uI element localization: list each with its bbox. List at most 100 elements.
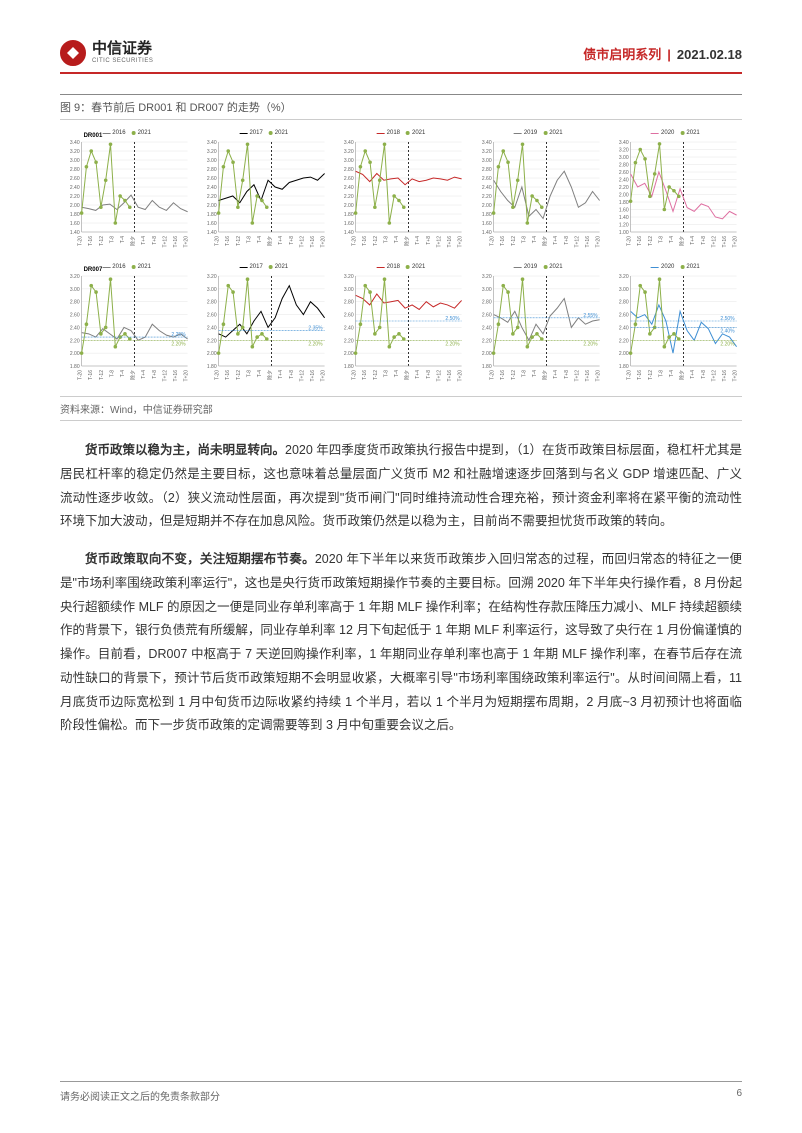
para2-text: 2020 年下半年以来货币政策步入回归常态的过程，而回归常态的特征之一便是"市场… [60, 552, 742, 732]
logo: 中信证券 CITIC SECURITIES [60, 40, 153, 66]
svg-text:除夕: 除夕 [678, 370, 685, 380]
svg-text:3.00: 3.00 [619, 287, 629, 293]
svg-text:2.20: 2.20 [619, 185, 629, 191]
svg-text:T+16: T+16 [310, 236, 316, 248]
svg-text:T-16: T-16 [88, 236, 94, 246]
svg-text:2.80: 2.80 [70, 167, 80, 173]
svg-text:1.00: 1.00 [619, 230, 629, 236]
mini-chart: 2018 2021 1.401.601.802.002.202.402.602.… [334, 128, 467, 254]
svg-text:T+16: T+16 [722, 236, 728, 248]
svg-text:T-12: T-12 [648, 236, 654, 246]
charts-container: 2016 2021 1.401.601.802.002.202.402.602.… [60, 120, 742, 396]
svg-text:3.20: 3.20 [344, 149, 354, 155]
svg-text:T+8: T+8 [289, 370, 295, 379]
svg-text:T-4: T-4 [532, 236, 538, 243]
svg-text:3.20: 3.20 [207, 274, 217, 280]
svg-text:2.40: 2.40 [207, 325, 217, 331]
svg-text:T-8: T-8 [658, 236, 664, 243]
svg-text:2.00: 2.00 [207, 351, 217, 357]
svg-text:T+4: T+4 [278, 370, 284, 379]
svg-text:3.20: 3.20 [207, 149, 217, 155]
svg-text:T-8: T-8 [109, 370, 115, 377]
svg-text:T-4: T-4 [257, 236, 263, 243]
svg-text:T-16: T-16 [500, 370, 506, 380]
svg-text:3.00: 3.00 [207, 158, 217, 164]
svg-text:T+20: T+20 [321, 236, 327, 248]
svg-text:2.20%: 2.20% [171, 341, 186, 347]
svg-text:T-8: T-8 [109, 236, 115, 243]
svg-text:2.80: 2.80 [207, 300, 217, 306]
svg-text:T-16: T-16 [363, 236, 369, 246]
paragraph-1: 货币政策以稳为主，尚未明显转向。2020 年四季度货币政策执行报告中提到，（1）… [60, 439, 742, 534]
svg-text:T-20: T-20 [352, 236, 358, 246]
svg-text:T+8: T+8 [289, 236, 295, 245]
svg-text:T+8: T+8 [426, 370, 432, 379]
svg-text:2.20: 2.20 [344, 194, 354, 200]
svg-text:3.00: 3.00 [619, 155, 629, 161]
svg-text:3.00: 3.00 [207, 287, 217, 293]
chart-row-dr001: 2016 2021 1.401.601.802.002.202.402.602.… [60, 128, 742, 254]
svg-text:2.80: 2.80 [619, 300, 629, 306]
svg-text:T-16: T-16 [637, 236, 643, 246]
svg-text:T+4: T+4 [416, 236, 422, 245]
mini-chart: 2018 2021 1.802.002.202.402.602.803.003.… [334, 262, 467, 388]
svg-text:T-16: T-16 [225, 370, 231, 380]
svg-text:2.60: 2.60 [207, 313, 217, 319]
svg-text:T-12: T-12 [236, 370, 242, 380]
svg-text:T+12: T+12 [300, 236, 306, 248]
svg-text:1.80: 1.80 [619, 200, 629, 206]
svg-text:2.20: 2.20 [70, 194, 80, 200]
svg-text:1.20: 1.20 [619, 223, 629, 229]
svg-text:3.00: 3.00 [481, 158, 491, 164]
svg-text:T+20: T+20 [184, 370, 190, 382]
svg-text:1.60: 1.60 [481, 221, 491, 227]
para2-lead: 货币政策取向不变，关注短期摆布节奏。 [85, 552, 315, 566]
svg-text:1.80: 1.80 [70, 364, 80, 370]
svg-text:T+20: T+20 [321, 370, 327, 382]
svg-text:T+8: T+8 [152, 370, 158, 379]
svg-text:T-12: T-12 [373, 236, 379, 246]
svg-text:2.00: 2.00 [344, 351, 354, 357]
svg-text:T+8: T+8 [563, 370, 569, 379]
svg-text:T-20: T-20 [215, 370, 221, 380]
page-header: 中信证券 CITIC SECURITIES 债市启明系列 | 2021.02.1… [60, 40, 742, 74]
svg-text:T+16: T+16 [722, 370, 728, 382]
svg-text:T+12: T+12 [300, 370, 306, 382]
svg-text:T+20: T+20 [732, 236, 738, 248]
svg-text:T+4: T+4 [690, 236, 696, 245]
svg-text:1.40: 1.40 [619, 215, 629, 221]
svg-text:T-4: T-4 [532, 370, 538, 377]
svg-text:1.80: 1.80 [344, 364, 354, 370]
svg-text:T+16: T+16 [173, 370, 179, 382]
svg-text:1.40: 1.40 [207, 230, 217, 236]
svg-text:T-12: T-12 [236, 236, 242, 246]
page-footer: 请务必阅读正文之后的免责条款部分 6 [60, 1081, 742, 1103]
svg-text:T+4: T+4 [278, 236, 284, 245]
paragraph-2: 货币政策取向不变，关注短期摆布节奏。2020 年下半年以来货币政策步入回归常态的… [60, 548, 742, 738]
svg-text:2.00: 2.00 [207, 203, 217, 209]
svg-text:T-16: T-16 [363, 370, 369, 380]
svg-text:除夕: 除夕 [541, 236, 548, 246]
svg-text:2.50%: 2.50% [446, 316, 461, 322]
svg-text:1.60: 1.60 [207, 221, 217, 227]
svg-text:1.40: 1.40 [344, 230, 354, 236]
svg-text:1.80: 1.80 [207, 364, 217, 370]
svg-text:T-4: T-4 [394, 236, 400, 243]
svg-text:3.00: 3.00 [344, 287, 354, 293]
svg-text:2.40: 2.40 [344, 185, 354, 191]
svg-text:T+16: T+16 [447, 370, 453, 382]
svg-text:T+12: T+12 [574, 370, 580, 382]
svg-text:T+12: T+12 [711, 236, 717, 248]
svg-text:1.80: 1.80 [70, 212, 80, 218]
svg-text:T-20: T-20 [626, 236, 632, 246]
svg-text:2.35%: 2.35% [309, 326, 324, 332]
svg-text:T-8: T-8 [521, 236, 527, 243]
svg-text:2.00: 2.00 [619, 193, 629, 199]
svg-text:除夕: 除夕 [541, 370, 548, 380]
svg-text:1.60: 1.60 [70, 221, 80, 227]
svg-text:1.60: 1.60 [619, 208, 629, 214]
logo-text-en: CITIC SECURITIES [92, 58, 153, 65]
disclaimer: 请务必阅读正文之后的免责条款部分 [60, 1088, 220, 1103]
svg-text:2.20: 2.20 [70, 338, 80, 344]
svg-text:T+16: T+16 [585, 370, 591, 382]
